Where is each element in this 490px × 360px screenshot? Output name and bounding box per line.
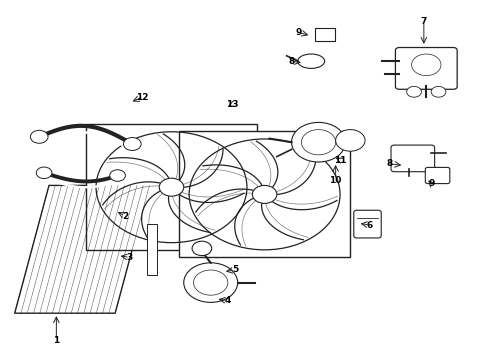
Circle shape bbox=[431, 86, 446, 97]
Text: 10: 10 bbox=[329, 176, 342, 185]
Text: 5: 5 bbox=[232, 266, 238, 275]
FancyBboxPatch shape bbox=[425, 167, 450, 184]
Text: 9: 9 bbox=[295, 28, 302, 37]
Ellipse shape bbox=[297, 54, 325, 68]
Polygon shape bbox=[15, 185, 149, 313]
Circle shape bbox=[123, 138, 141, 150]
Bar bbox=[179, 131, 350, 257]
Text: 6: 6 bbox=[367, 220, 373, 230]
Polygon shape bbox=[147, 224, 157, 275]
Text: 12: 12 bbox=[136, 93, 148, 102]
Circle shape bbox=[252, 185, 277, 203]
FancyBboxPatch shape bbox=[315, 28, 335, 41]
Text: 9: 9 bbox=[428, 179, 435, 188]
Text: 4: 4 bbox=[224, 296, 231, 305]
Circle shape bbox=[36, 167, 52, 179]
Circle shape bbox=[292, 122, 345, 162]
Text: 1: 1 bbox=[53, 336, 59, 345]
Bar bbox=[86, 124, 257, 250]
Circle shape bbox=[192, 241, 212, 256]
Text: 13: 13 bbox=[226, 100, 239, 109]
Circle shape bbox=[336, 130, 365, 151]
Text: 3: 3 bbox=[127, 253, 133, 262]
Text: 8: 8 bbox=[289, 57, 294, 66]
Text: 2: 2 bbox=[122, 212, 128, 220]
FancyBboxPatch shape bbox=[354, 210, 381, 238]
Circle shape bbox=[159, 178, 184, 196]
Text: 11: 11 bbox=[334, 156, 347, 165]
FancyBboxPatch shape bbox=[391, 145, 435, 172]
Text: 8: 8 bbox=[387, 159, 392, 168]
Circle shape bbox=[110, 170, 125, 181]
Circle shape bbox=[407, 86, 421, 97]
Text: 7: 7 bbox=[420, 17, 427, 26]
Circle shape bbox=[184, 263, 238, 302]
FancyBboxPatch shape bbox=[395, 48, 457, 89]
Circle shape bbox=[30, 130, 48, 143]
